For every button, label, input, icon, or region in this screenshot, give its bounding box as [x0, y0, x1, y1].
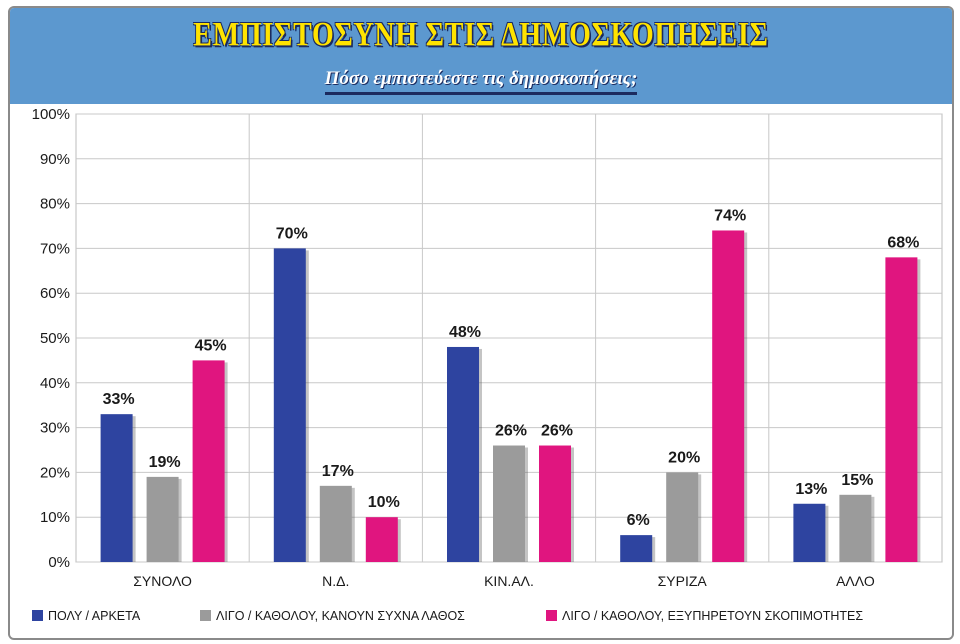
bar [192, 360, 225, 562]
chart-subtitle: Πόσο εμπιστεύεστε τις δημοσκοπήσεις; [324, 68, 638, 95]
chart-title: ΕΜΠΙΣΤΟΣΥΝΗ ΣΤΙΣ ΔΗΜΟΣΚΟΠΗΣΕΙΣ [193, 16, 769, 53]
data-label: 6% [627, 512, 650, 529]
bar [447, 346, 479, 562]
data-label: 15% [841, 472, 873, 489]
data-label: 26% [541, 423, 573, 440]
data-label: 26% [495, 423, 527, 440]
legend-label: ΛΙΓΟ / ΚΑΘΟΛΟΥ, ΚΑΝΟΥΝ ΣΥΧΝΑ ΛΑΘΟΣ [216, 609, 465, 623]
bar [666, 472, 699, 562]
bar [100, 414, 133, 562]
bar-chart: 0% 10% 20% 30% 40% 50% 60% 70% 80% 90% 100% 33% 19% 4… [32, 106, 943, 623]
y-tick-label: 70% [40, 240, 70, 257]
y-tick-label: 90% [40, 151, 70, 168]
data-label: 19% [149, 454, 181, 471]
y-tick-label: 50% [40, 330, 70, 347]
bar [712, 230, 745, 563]
header-banner: ΕΜΠΙΣΤΟΣΥΝΗ ΣΤΙΣ ΔΗΜΟΣΚΟΠΗΣΕΙΣ Πόσο εμπι… [10, 8, 952, 104]
y-tick-label: 0% [48, 554, 70, 571]
y-tick-label: 30% [40, 420, 70, 437]
data-label: 74% [714, 207, 746, 224]
data-label: 70% [276, 225, 308, 242]
data-label: 48% [449, 324, 481, 341]
bar [620, 535, 653, 562]
legend-label: ΛΙΓΟ / ΚΑΘΟΛΟΥ, ΕΞΥΠΗΡΕΤΟΥΝ ΣΚΟΠΙΜΟΤΗΤΕΣ [562, 609, 863, 623]
legend-swatch [32, 610, 43, 621]
bar [273, 248, 306, 562]
x-tick-label: Ν.Δ. [322, 573, 349, 589]
bar [493, 445, 525, 562]
y-tick-label: 10% [40, 509, 70, 526]
bar [539, 445, 571, 562]
data-label: 45% [195, 337, 227, 354]
y-tick-label: 60% [40, 285, 70, 302]
data-label: 20% [668, 449, 700, 466]
data-label: 13% [795, 481, 827, 498]
data-label: 68% [887, 234, 919, 251]
bar [146, 476, 179, 562]
y-tick-label: 80% [40, 196, 70, 213]
x-tick-label: ΣΥΡΙΖΑ [658, 573, 708, 589]
x-tick-label: ΚΙΝ.ΑΛ. [484, 573, 534, 589]
y-tick-label: 20% [40, 464, 70, 481]
data-label: 10% [368, 494, 400, 511]
data-label: 17% [322, 463, 354, 480]
bar [885, 257, 918, 562]
y-tick-label: 100% [32, 106, 70, 123]
bar [365, 517, 398, 562]
bar [793, 503, 826, 562]
chart-frame: ΕΜΠΙΣΤΟΣΥΝΗ ΣΤΙΣ ΔΗΜΟΣΚΟΠΗΣΕΙΣ Πόσο εμπι… [8, 6, 954, 640]
bar [839, 494, 872, 562]
legend-swatch [546, 610, 557, 621]
bar [319, 485, 352, 562]
chart-subtitle-wrap: Πόσο εμπιστεύεστε τις δημοσκοπήσεις; [10, 68, 952, 95]
legend-swatch [200, 610, 211, 621]
y-tick-label: 40% [40, 375, 70, 392]
x-tick-label: ΑΛΛΟ [836, 573, 875, 589]
x-tick-label: ΣΥΝΟΛΟ [133, 573, 192, 589]
data-label: 33% [103, 391, 135, 408]
legend-label: ΠΟΛΥ / ΑΡΚΕΤΑ [48, 609, 141, 623]
